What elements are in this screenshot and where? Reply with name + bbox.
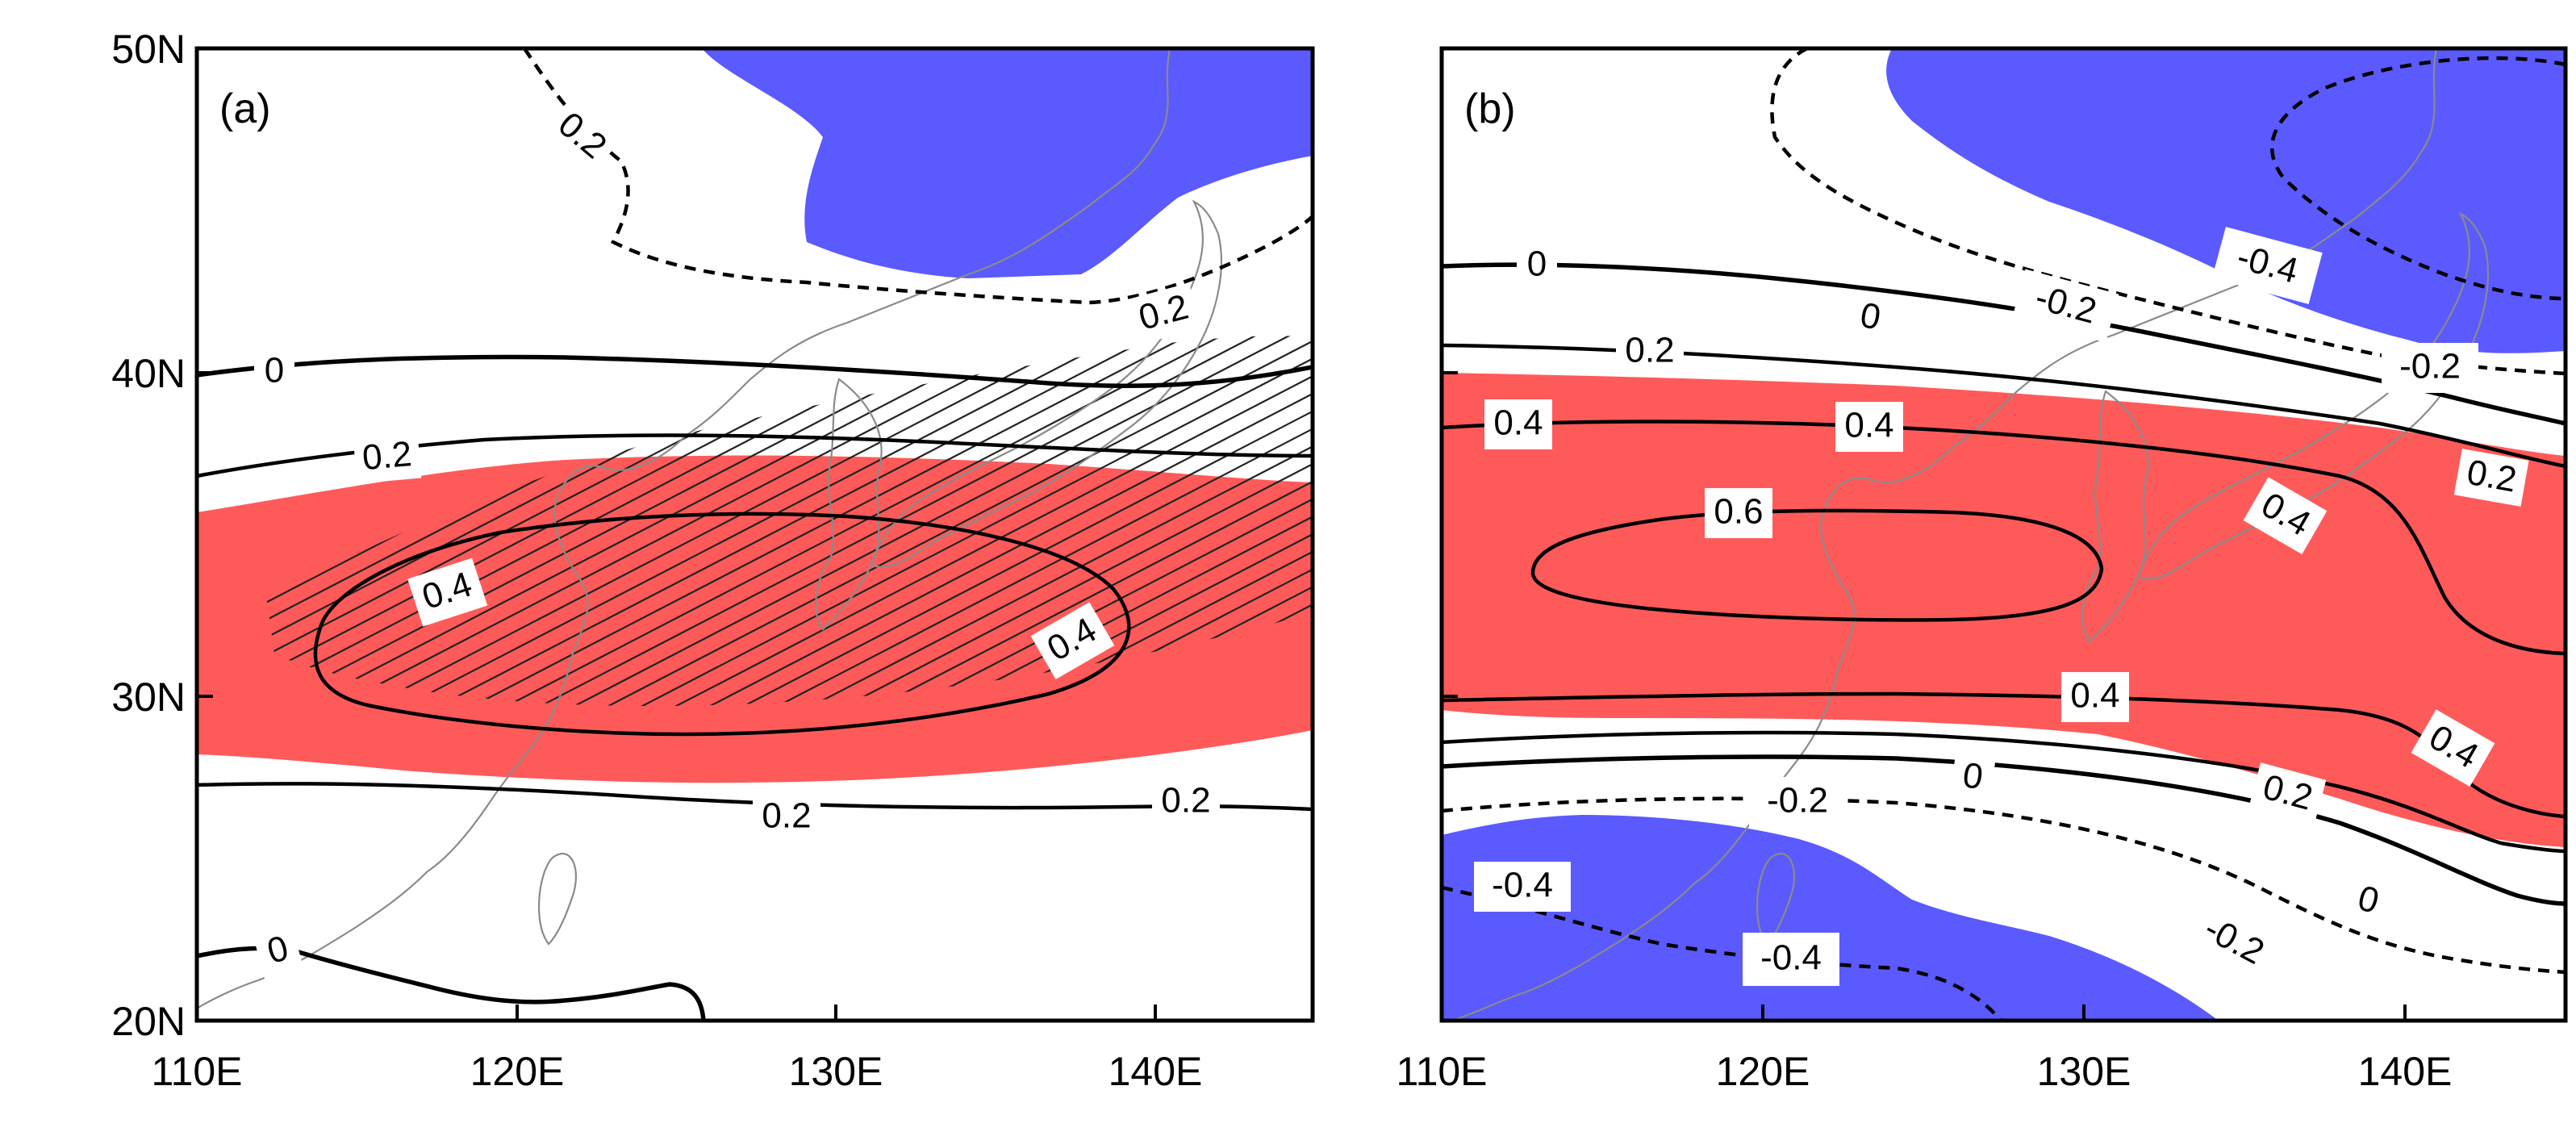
- hatch-line: [0, 266, 34, 726]
- contour-label: -0.2: [2382, 343, 2478, 393]
- contour-label-text: -0.2: [1767, 781, 1828, 821]
- japan-coastline: [870, 199, 1223, 568]
- latitude-axis: 50N 40N 30N 20N: [111, 27, 1458, 1044]
- contour-label: -0.2: [1749, 777, 1846, 827]
- contour-label-text: 0.2: [361, 434, 413, 478]
- contour-label: 0.2: [1152, 779, 1220, 825]
- contour-label: 0.4: [407, 558, 488, 627]
- contour-label: 0.4: [1835, 402, 1903, 452]
- contour-label: 0.4: [2061, 672, 2129, 722]
- negative-shading-area: [1886, 48, 2566, 353]
- hatch-line: [467, 336, 1313, 706]
- contour-line: [523, 48, 1313, 305]
- korea-coastline: [815, 378, 883, 631]
- contour-line: [313, 512, 1131, 737]
- contour-line: [2269, 56, 2566, 301]
- contour-label: 0: [253, 923, 304, 979]
- hatch-line: [0, 266, 68, 726]
- hatch-line: [569, 336, 1313, 706]
- panel-b: 0 0 -0.4 -0.2 0.2 -0.2: [1439, 46, 2568, 1023]
- contour-label: 0.2: [1126, 282, 1201, 345]
- contour-label-text: -0.4: [1760, 938, 1822, 978]
- contour-label-text: 0.4: [1493, 403, 1543, 443]
- lat-tick-label: 40N: [111, 351, 186, 396]
- hatch-line: [738, 336, 1313, 706]
- contour-line: [197, 354, 1313, 388]
- contour-line: [1442, 754, 2566, 906]
- hatch-line: [501, 336, 1313, 706]
- contour-line: [1442, 420, 2566, 656]
- hatch-line: [535, 336, 1313, 706]
- contour-label: 0.2: [2453, 449, 2529, 507]
- panel-a-tag: (a): [219, 86, 271, 132]
- contour-label: 0: [2342, 873, 2394, 929]
- lat-tick-label: 30N: [111, 674, 186, 720]
- hatch-line: [874, 336, 1313, 706]
- korea-coastline: [2081, 390, 2149, 643]
- taiwan-coastline: [538, 853, 577, 946]
- hatch-line: [1009, 336, 1313, 706]
- lon-tick-label: 110E: [1396, 1049, 1487, 1094]
- longitude-axis: 110E 120E 130E 140E 110E 120E 130E 140E: [151, 1004, 2452, 1094]
- contour-label-text: 0.4: [1844, 406, 1893, 445]
- contour-line: [1530, 508, 2104, 622]
- hatch-line: [840, 336, 1313, 706]
- hatch-line: [670, 336, 1313, 706]
- hatch-line: [772, 336, 1313, 706]
- contour-label-text: 0.2: [1625, 331, 1674, 370]
- contour-labels: 0.2 0.2 0 0.2 0.4 0.4: [253, 98, 1220, 979]
- contour-label: 0.2: [753, 794, 820, 841]
- hatch-line: [0, 266, 136, 726]
- contour-label: 0: [1846, 291, 1894, 345]
- contour-label-text: 0.2: [1161, 781, 1210, 821]
- contour-labels: 0 0 -0.4 -0.2 0.2 -0.2: [1474, 227, 2529, 987]
- lon-tick-label: 110E: [151, 1049, 242, 1094]
- contour-label: 0: [254, 349, 294, 395]
- contour-label-text: 0.4: [2070, 676, 2119, 716]
- lon-tick-label: 120E: [1716, 1049, 1810, 1094]
- negative-shading-area: [1442, 815, 2219, 1021]
- contour-label: -0.4: [1743, 933, 1839, 986]
- lon-tick-label: 120E: [470, 1049, 565, 1094]
- contour-label: 0: [1949, 751, 1996, 804]
- hatch-line: [603, 336, 1313, 706]
- lat-tick-label: 50N: [111, 27, 186, 72]
- contour-label: -0.4: [1474, 862, 1571, 912]
- contour-label: 0.2: [353, 431, 422, 484]
- contour-label: 0: [1517, 242, 1557, 289]
- lon-tick-label: 140E: [1108, 1049, 1203, 1094]
- contour-label: 0.4: [1484, 399, 1552, 449]
- hatch-line: [704, 336, 1313, 706]
- panel-a-frame: [194, 46, 1315, 1023]
- contour-label-text: -0.4: [1492, 866, 1553, 905]
- negative-shading-area: [702, 48, 1313, 278]
- contour-label: -0.2: [2012, 269, 2119, 343]
- contour-label-text: 0: [1527, 244, 1547, 284]
- panel-a: 0.2 0.2 0 0.2 0.4 0.4: [0, 46, 1315, 1023]
- contour-line: [1442, 730, 2566, 854]
- hatch-line: [0, 266, 169, 726]
- contour-label: -0.4: [2211, 227, 2323, 304]
- contour-label-text: 0: [265, 351, 284, 390]
- hatch-line: [806, 336, 1313, 706]
- lon-tick-label: 130E: [789, 1049, 883, 1094]
- contour-label-text: 0.6: [1714, 492, 1763, 532]
- panel-b-tag: (b): [1464, 86, 1516, 132]
- coastline: [197, 48, 1171, 1009]
- contour-label-text: 0.2: [2464, 453, 2520, 500]
- contour-label: 0.2: [2248, 762, 2327, 825]
- lon-tick-label: 140E: [2358, 1049, 2453, 1094]
- contour-label-text: -0.2: [2399, 347, 2461, 386]
- lat-tick-label: 20N: [111, 999, 186, 1044]
- hatch-line: [0, 266, 102, 726]
- hatch-line: [637, 336, 1313, 706]
- lon-tick-label: 130E: [2037, 1049, 2131, 1094]
- contour-line: [1442, 796, 2566, 975]
- contour-label: 0.2: [1616, 328, 1684, 375]
- contour-label: 0.6: [1705, 488, 1772, 538]
- hatch-line: [0, 266, 203, 726]
- panel-b-frame: [1439, 46, 2568, 1023]
- contour-label-text: 0.2: [762, 796, 811, 836]
